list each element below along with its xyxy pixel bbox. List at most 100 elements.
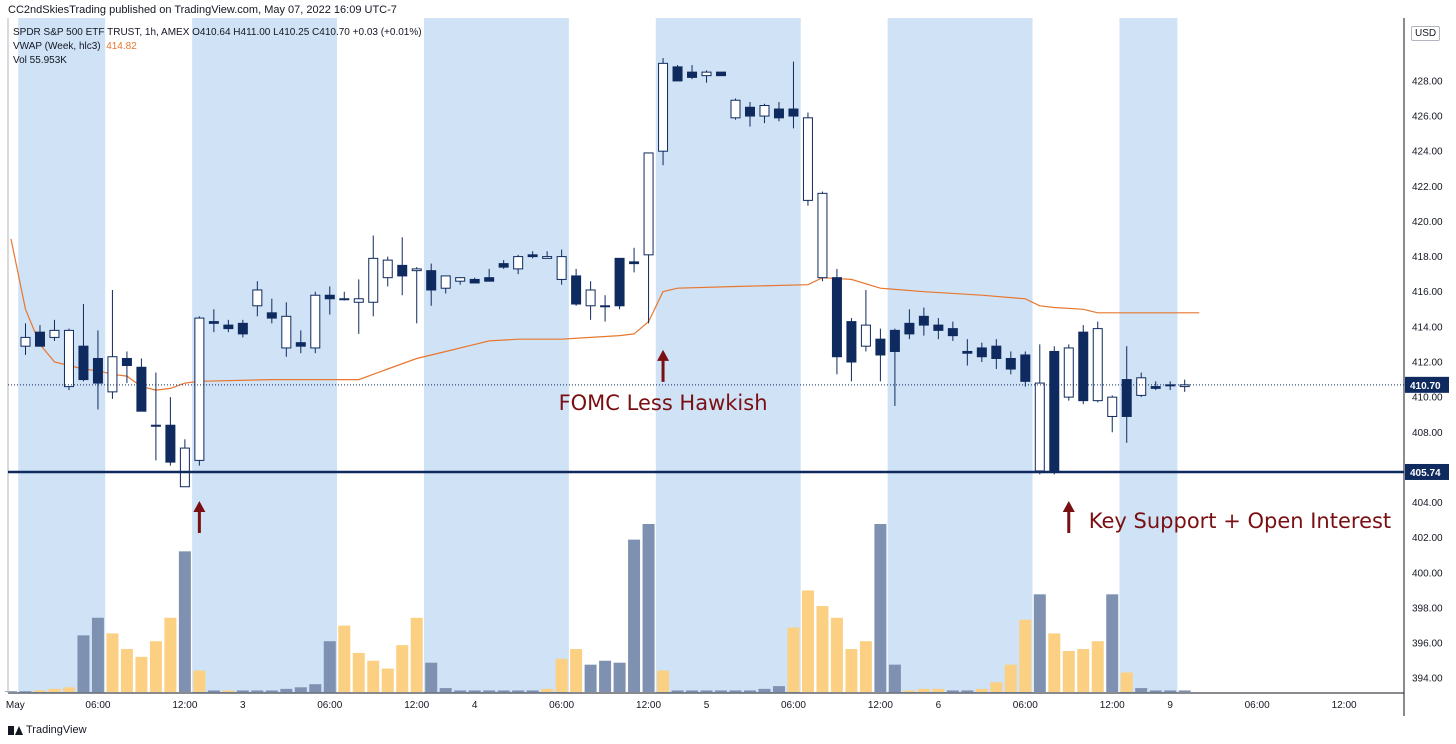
candle-body[interactable]: [368, 257, 379, 303]
candle-body[interactable]: [1034, 382, 1045, 472]
x-tick-label: 06:00: [1245, 700, 1270, 711]
candle-body[interactable]: [658, 62, 669, 152]
candle-body[interactable]: [440, 275, 451, 289]
candle-body[interactable]: [889, 329, 900, 352]
candle-body[interactable]: [716, 71, 727, 77]
candle-body[interactable]: [831, 277, 842, 358]
candle-body[interactable]: [63, 329, 74, 388]
volume-bar: [381, 668, 394, 692]
candle-body[interactable]: [411, 268, 422, 272]
candle-body[interactable]: [1049, 350, 1060, 472]
x-tick-label: 06:00: [1013, 700, 1038, 711]
candle-body[interactable]: [802, 117, 813, 201]
candle-body[interactable]: [107, 356, 118, 393]
candle-body[interactable]: [773, 108, 784, 119]
candle-body[interactable]: [687, 71, 698, 78]
candle-body[interactable]: [121, 357, 132, 367]
candle-body[interactable]: [1136, 377, 1147, 396]
volume-bar: [1120, 672, 1133, 692]
session-band: [1119, 18, 1178, 693]
volume-bar: [178, 551, 191, 692]
candle-body[interactable]: [223, 324, 234, 330]
candle-body[interactable]: [266, 312, 277, 319]
axes-layer: 394.00396.00398.00400.00402.00404.00406.…: [6, 76, 1449, 711]
candle-body[interactable]: [339, 298, 350, 301]
candle-body[interactable]: [744, 106, 755, 117]
candle-body[interactable]: [484, 277, 495, 282]
candle-body[interactable]: [730, 99, 741, 119]
candle-body[interactable]: [846, 321, 857, 363]
candle-body[interactable]: [382, 259, 393, 279]
candle-body[interactable]: [614, 257, 625, 307]
candle-body[interactable]: [643, 152, 654, 256]
candle-body[interactable]: [1078, 331, 1089, 402]
volume-bar: [410, 617, 423, 692]
candle-body[interactable]: [295, 342, 306, 347]
candle-body[interactable]: [600, 305, 611, 308]
candle-body[interactable]: [353, 298, 364, 303]
candle-body[interactable]: [527, 254, 538, 258]
candle-body[interactable]: [397, 264, 408, 277]
candle-body[interactable]: [469, 278, 480, 284]
candle-body[interactable]: [455, 277, 466, 282]
candle-body[interactable]: [947, 328, 958, 337]
candle-body[interactable]: [759, 105, 770, 117]
candle-body[interactable]: [252, 289, 263, 307]
vwap-label: VWAP (Week, hlc3): [13, 41, 101, 52]
candle-body[interactable]: [629, 261, 640, 265]
candle-body[interactable]: [78, 345, 89, 381]
candle-body[interactable]: [1005, 357, 1016, 370]
candle-body[interactable]: [194, 317, 205, 461]
candle-body[interactable]: [585, 289, 596, 307]
candle-body[interactable]: [1121, 379, 1132, 417]
candle-body[interactable]: [962, 350, 973, 354]
candle-body[interactable]: [976, 347, 987, 358]
candle-body[interactable]: [817, 192, 828, 279]
currency-label[interactable]: USD: [1411, 26, 1441, 41]
volume-bar: [584, 664, 597, 692]
candle-body[interactable]: [672, 66, 683, 82]
candle-body[interactable]: [324, 294, 335, 300]
candle-body[interactable]: [1165, 384, 1176, 387]
candle-body[interactable]: [49, 329, 60, 338]
y-tick-label: 404.00: [1412, 498, 1443, 509]
candle-body[interactable]: [991, 345, 1002, 359]
candle-body[interactable]: [918, 315, 929, 326]
candle-body[interactable]: [165, 424, 176, 463]
candle-body[interactable]: [788, 108, 799, 117]
candle-body[interactable]: [933, 324, 944, 331]
candle-body[interactable]: [237, 322, 248, 335]
x-tick-label: 12:00: [404, 700, 429, 711]
candle-body[interactable]: [179, 447, 190, 488]
last-price-label: 410.70: [1410, 381, 1441, 392]
candle-body[interactable]: [1150, 386, 1161, 389]
candle-body[interactable]: [136, 366, 147, 412]
candle-body[interactable]: [1063, 347, 1074, 398]
arrow-up-icon: [1062, 500, 1075, 512]
candle-body[interactable]: [701, 71, 712, 77]
candle-body[interactable]: [1092, 328, 1103, 402]
candle-body[interactable]: [310, 294, 321, 349]
candle-body[interactable]: [92, 357, 103, 384]
candle-body[interactable]: [542, 256, 553, 259]
candle-body[interactable]: [150, 424, 161, 427]
candle-body[interactable]: [513, 256, 524, 270]
candle-body[interactable]: [875, 338, 886, 356]
candle-body[interactable]: [498, 263, 509, 268]
candle-body[interactable]: [34, 331, 45, 347]
candle-body[interactable]: [571, 275, 582, 305]
candle-body[interactable]: [20, 336, 31, 347]
volume-bar: [454, 690, 467, 692]
candle-body[interactable]: [1020, 354, 1031, 382]
volume-bar: [555, 658, 568, 692]
volume-bar: [497, 690, 510, 692]
volume-bar: [1077, 649, 1090, 692]
candle-body[interactable]: [426, 270, 437, 291]
candle-body[interactable]: [556, 256, 567, 280]
candle-body[interactable]: [281, 315, 292, 349]
candle-body[interactable]: [860, 324, 871, 347]
candle-body[interactable]: [904, 322, 915, 335]
candle-body[interactable]: [1107, 396, 1118, 417]
candle-body[interactable]: [208, 321, 219, 324]
